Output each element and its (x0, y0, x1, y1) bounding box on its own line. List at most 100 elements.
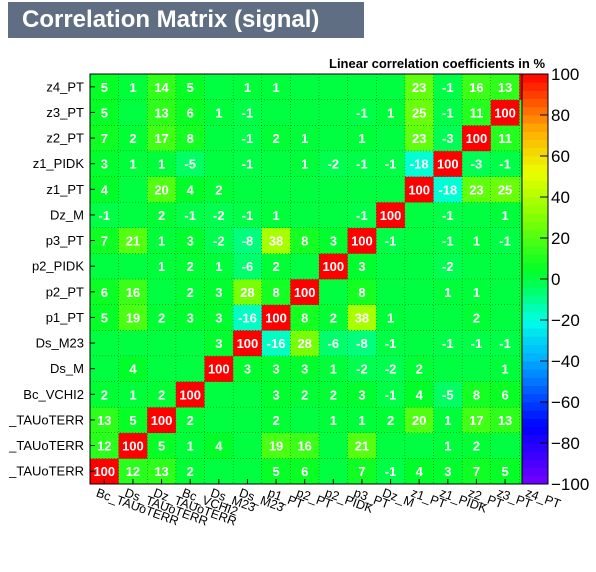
cell-value-label: -3 (471, 157, 483, 172)
cell-value-label: 19 (269, 439, 283, 454)
cell-value-label: 2 (101, 387, 108, 402)
heatmap-cell (233, 74, 263, 100)
heatmap-cell (404, 407, 434, 434)
heatmap-cell (433, 355, 463, 382)
colorbar-band (522, 467, 548, 477)
cell-value-label: 1 (158, 259, 165, 274)
heatmap-cell (376, 355, 406, 382)
heatmap-cell (433, 125, 463, 152)
cell-value-label: 4 (416, 464, 424, 479)
heatmap-cell (175, 330, 205, 357)
cell-value-label: 2 (215, 182, 222, 197)
cell-value-label: 28 (297, 336, 311, 351)
heatmap-cell (462, 176, 492, 203)
heatmap-cell (490, 99, 520, 126)
colorbar-tick-label: 40 (551, 188, 570, 207)
cell-value-label: 4 (101, 182, 109, 197)
cell-value-label: 3 (272, 387, 279, 402)
heatmap-cell (319, 150, 348, 177)
colorbar-band (522, 385, 548, 395)
heatmap-cell (376, 227, 406, 254)
heatmap-cell (118, 381, 148, 408)
cell-value-label: 4 (187, 182, 195, 197)
cell-value-label: -1 (442, 105, 454, 120)
heatmap-cell (462, 253, 492, 280)
heatmap-cell (261, 125, 291, 152)
heatmap-cell (347, 355, 377, 382)
colorbar-band (522, 188, 548, 198)
heatmap-cell (490, 202, 520, 229)
cell-value-label: 21 (126, 234, 140, 249)
heatmap-cell (319, 330, 348, 357)
heatmap-cell (433, 150, 463, 177)
colorbar-band (522, 238, 548, 247)
heatmap-cell (261, 381, 291, 408)
cell-value-label: 8 (301, 234, 308, 249)
colorbar-band (522, 254, 548, 263)
cell-value-label: 7 (358, 464, 365, 479)
heatmap-cell (118, 99, 148, 126)
heatmap-cell (261, 253, 291, 280)
colorbar-band (522, 98, 548, 108)
colorbar-tick-label: 0 (551, 270, 560, 289)
cell-value-label: 38 (355, 310, 369, 325)
heatmap-cell (261, 99, 291, 126)
heatmap-cell (147, 99, 177, 126)
heatmap-cell (347, 227, 377, 254)
heatmap-cell (404, 74, 434, 100)
heatmap-cell (404, 330, 434, 357)
colorbar-band (522, 139, 548, 149)
colorbar-band (522, 123, 548, 132)
heatmap-cell (462, 432, 492, 459)
heatmap-cell (175, 253, 205, 280)
heatmap-cell (147, 279, 177, 305)
heatmap-cell (319, 279, 348, 305)
heatmap-cell (204, 176, 234, 203)
cell-value-label: 13 (97, 413, 111, 428)
y-tick-label: _TAUoTERR (8, 438, 84, 453)
heatmap-cell (462, 330, 492, 357)
cell-value-label: -1 (385, 234, 397, 249)
heatmap-cell (175, 125, 205, 152)
colorbar-band (522, 221, 548, 231)
cell-value-label: 12 (126, 464, 140, 479)
cell-value-label: 11 (470, 105, 484, 120)
cell-value-label: 1 (444, 285, 451, 300)
cell-value-label: 14 (154, 80, 169, 95)
cell-value-label: 21 (355, 439, 369, 454)
heatmap-cell (233, 304, 263, 331)
colorbar-band (522, 475, 548, 485)
colorbar-band (522, 213, 548, 222)
cell-value-label: 1 (330, 413, 337, 428)
cell-value-label: 3 (444, 464, 451, 479)
colorbar-band (522, 328, 548, 337)
heatmap-cell (404, 253, 434, 280)
colorbar-band (522, 459, 548, 468)
heatmap-cell (204, 74, 234, 100)
cell-value-label: -18 (438, 182, 457, 197)
heatmap-cell (319, 432, 348, 459)
cell-value-label: -2 (442, 259, 454, 274)
cell-value-label: 3 (301, 362, 308, 377)
heatmap-cell (290, 74, 320, 100)
cell-value-label: 1 (358, 131, 365, 146)
heatmap-cell (404, 227, 434, 254)
cell-value-label: 100 (265, 310, 287, 325)
heatmap-cell (147, 202, 177, 229)
colorbar-band (522, 295, 548, 304)
heatmap-cell (376, 279, 406, 305)
heatmap-cell (290, 150, 320, 177)
heatmap-cell (261, 304, 291, 331)
heatmap-cell (233, 381, 263, 408)
cell-value-label: 100 (494, 105, 516, 120)
cell-value-label: 100 (380, 208, 402, 223)
heatmap-cell (462, 407, 492, 434)
colorbar-band (522, 402, 548, 411)
cell-value-label: 100 (237, 336, 259, 351)
heatmap-cell (433, 330, 463, 357)
cell-value-label: -8 (242, 234, 254, 249)
cell-value-label: 1 (244, 80, 251, 95)
cell-value-label: 13 (154, 105, 168, 120)
cell-value-label: 5 (272, 464, 279, 479)
heatmap-cell (147, 432, 177, 459)
